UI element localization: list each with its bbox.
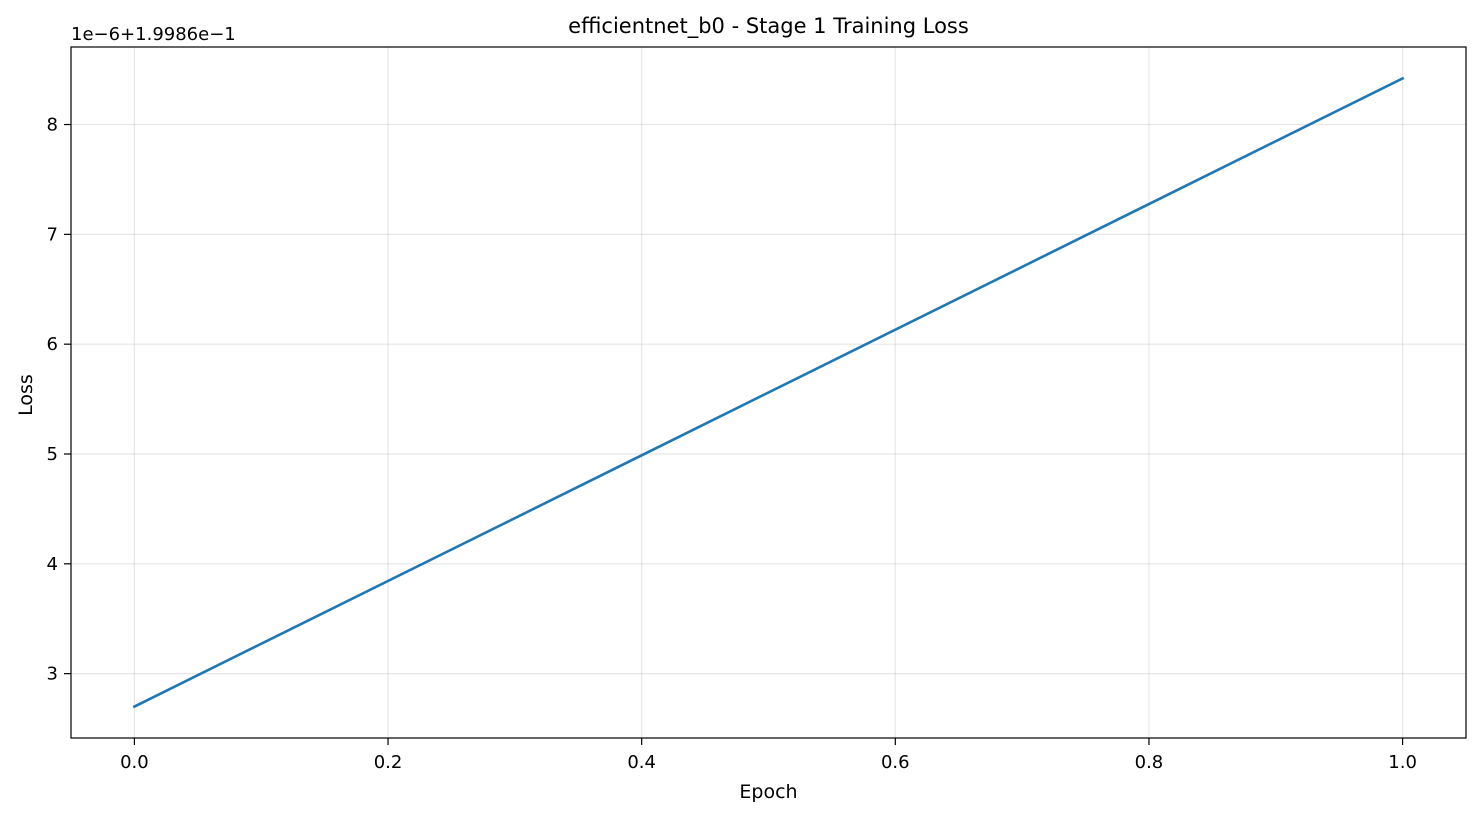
ticks: 0.0 0.2 0.4 0.6 0.8 1.0 3 4 5 6 7 8 [47,115,1417,773]
y-tick-label: 3 [47,664,58,685]
x-tick-label: 0.6 [881,752,910,773]
x-tick-label: 0.0 [120,752,149,773]
x-tick-label: 0.8 [1135,752,1164,773]
y-tick-label: 6 [47,334,58,355]
y-tick-label: 5 [47,444,58,465]
x-tick-label: 0.4 [627,752,656,773]
x-tick-label: 0.2 [374,752,403,773]
chart-title: efficientnet_b0 - Stage 1 Training Loss [568,14,969,39]
x-tick-label: 1.0 [1388,752,1417,773]
plot-frame [70,46,1467,739]
series-line-0 [132,76,1405,709]
y-tick-label: 8 [47,115,58,136]
y-offset-label: 1e−6+1.9986e−1 [71,24,236,45]
y-tick-label: 4 [47,554,58,575]
x-axis-label: Epoch [739,781,797,803]
y-axis-label: Loss [15,374,37,416]
grid [71,47,1466,738]
series-layer [132,76,1405,709]
y-tick-label: 7 [47,224,58,245]
